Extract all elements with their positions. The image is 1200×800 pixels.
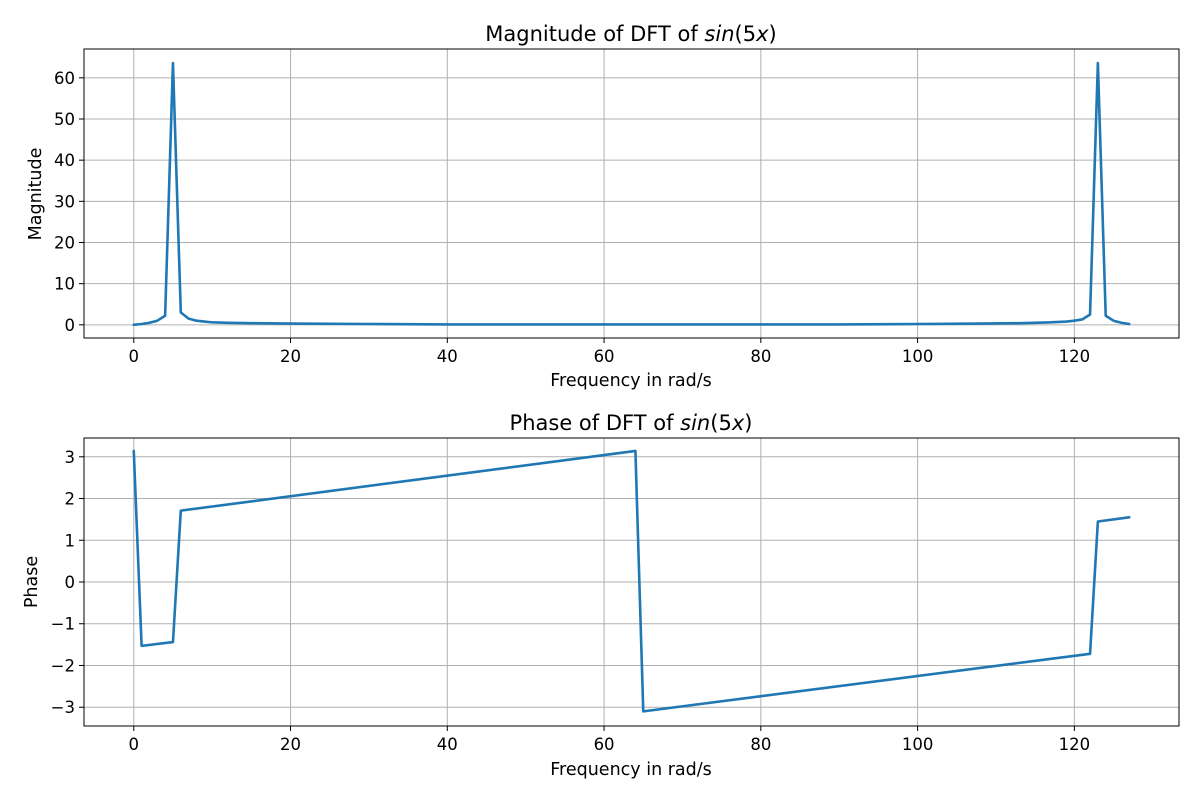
phase-series-layer (132, 449, 1131, 713)
magnitude-y-tick-label: 20 (54, 233, 75, 252)
magnitude-y-tick-label: 40 (54, 151, 75, 170)
magnitude-subplot: Magnitude of DFT of sin(5x) 0 20 40 60 80 100… (26, 22, 1180, 391)
phase-x-tick-label: 120 (1059, 735, 1091, 754)
magnitude-y-tick-label: 30 (54, 192, 75, 211)
phase-x-tick-label: 40 (437, 735, 458, 754)
magnitude-series-layer (132, 61, 1131, 327)
magnitude-y-tick-label: 60 (54, 69, 75, 88)
magnitude-xlabel: Frequency in rad/s (550, 371, 712, 391)
magnitude-y-tick-label: 50 (54, 110, 75, 129)
phase-x-tick-label: 60 (594, 735, 615, 754)
phase-x-tick-label: 100 (902, 735, 934, 754)
phase-y-tick-label: 1 (65, 531, 76, 550)
magnitude-ticks: 0 20 40 60 80 100 120 0 10 20 30 40 50 60 (54, 69, 1090, 366)
phase-y-tick-label: −2 (51, 656, 75, 675)
magnitude-grid (84, 49, 1179, 338)
phase-title: Phase of DFT of sin(5x) (510, 411, 753, 435)
phase-grid (84, 438, 1179, 726)
phase-xlabel: Frequency in rad/s (550, 760, 712, 780)
magnitude-axes-frame (83, 48, 1180, 339)
magnitude-title: Magnitude of DFT of sin(5x) (485, 22, 776, 46)
magnitude-x-tick-label: 0 (129, 347, 140, 366)
phase-y-tick-label: 0 (65, 573, 76, 592)
magnitude-x-tick-label: 120 (1059, 347, 1091, 366)
phase-ticks: 0 20 40 60 80 100 120 −3 −2 −1 0 1 2 3 (51, 448, 1090, 754)
phase-y-tick-label: −3 (51, 698, 75, 717)
magnitude-y-tick-label: 0 (65, 316, 76, 335)
phase-y-tick-label: −1 (51, 615, 75, 634)
phase-y-tick-label: 2 (65, 490, 76, 509)
phase-x-tick-label: 0 (129, 735, 140, 754)
magnitude-x-tick-label: 80 (750, 347, 771, 366)
magnitude-x-tick-label: 40 (437, 347, 458, 366)
phase-ylabel: Phase (22, 556, 42, 608)
phase-y-tick-label: 3 (65, 448, 76, 467)
magnitude-x-tick-label: 60 (594, 347, 615, 366)
phase-x-tick-label: 80 (750, 735, 771, 754)
phase-series-line (132, 449, 1131, 713)
magnitude-series-line (132, 61, 1131, 327)
magnitude-y-tick-label: 10 (54, 275, 75, 294)
phase-x-tick-label: 20 (280, 735, 301, 754)
magnitude-ylabel: Magnitude (26, 148, 46, 241)
magnitude-x-tick-label: 20 (280, 347, 301, 366)
magnitude-x-tick-label: 100 (902, 347, 934, 366)
phase-subplot: Phase of DFT of sin(5x) 0 20 40 60 80 100 120−… (22, 411, 1180, 780)
